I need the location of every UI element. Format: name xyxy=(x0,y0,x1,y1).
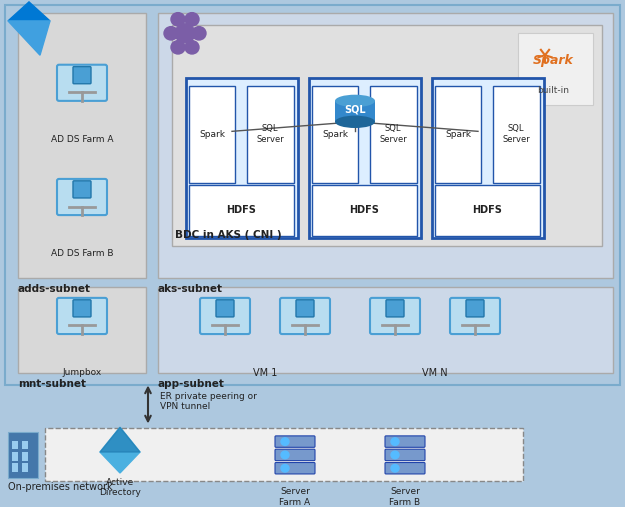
Bar xyxy=(22,441,28,449)
FancyBboxPatch shape xyxy=(466,300,484,317)
Text: adds-subnet: adds-subnet xyxy=(18,283,91,294)
Text: Spark: Spark xyxy=(445,130,471,139)
Text: SQL
Server: SQL Server xyxy=(256,124,284,144)
Text: Active
Directory: Active Directory xyxy=(99,478,141,497)
Bar xyxy=(189,185,294,236)
Bar xyxy=(12,452,18,461)
Circle shape xyxy=(391,464,399,472)
Bar xyxy=(18,13,146,278)
Text: app-subnet: app-subnet xyxy=(158,379,225,389)
Circle shape xyxy=(171,41,185,54)
Text: built-in: built-in xyxy=(537,86,569,95)
Text: VM 1: VM 1 xyxy=(253,368,278,378)
Text: Spark: Spark xyxy=(532,54,574,67)
Text: VM N: VM N xyxy=(422,368,447,378)
Text: Server
Farm A: Server Farm A xyxy=(279,487,311,507)
FancyBboxPatch shape xyxy=(275,436,315,447)
Circle shape xyxy=(281,438,289,445)
Polygon shape xyxy=(100,427,140,452)
Circle shape xyxy=(185,41,199,54)
Text: Spark: Spark xyxy=(322,130,348,139)
Polygon shape xyxy=(8,2,50,21)
Bar xyxy=(518,33,593,104)
FancyBboxPatch shape xyxy=(57,298,107,334)
Polygon shape xyxy=(100,427,140,473)
Text: Spark: Spark xyxy=(199,130,225,139)
Circle shape xyxy=(391,451,399,459)
Bar xyxy=(45,428,523,481)
Circle shape xyxy=(192,27,206,40)
FancyBboxPatch shape xyxy=(385,436,425,447)
FancyBboxPatch shape xyxy=(73,66,91,84)
Bar xyxy=(435,86,481,183)
FancyBboxPatch shape xyxy=(280,298,330,334)
FancyBboxPatch shape xyxy=(73,181,91,198)
FancyBboxPatch shape xyxy=(275,462,315,474)
Text: HDFS: HDFS xyxy=(349,205,379,215)
Bar xyxy=(309,78,421,238)
Bar xyxy=(493,86,540,183)
Bar xyxy=(312,86,358,183)
Bar xyxy=(8,432,38,478)
Circle shape xyxy=(391,438,399,445)
FancyBboxPatch shape xyxy=(73,300,91,317)
FancyBboxPatch shape xyxy=(216,300,234,317)
Text: HDFS: HDFS xyxy=(226,205,256,215)
Ellipse shape xyxy=(335,95,375,107)
Text: On-premises network: On-premises network xyxy=(8,482,112,492)
Text: AD DS Farm B: AD DS Farm B xyxy=(51,249,113,259)
Bar xyxy=(158,287,613,373)
Bar xyxy=(247,86,294,183)
Text: AD DS Farm A: AD DS Farm A xyxy=(51,135,113,144)
FancyBboxPatch shape xyxy=(450,298,500,334)
Text: SQL
Server: SQL Server xyxy=(379,124,407,144)
Bar xyxy=(370,86,417,183)
Bar xyxy=(18,287,146,373)
Text: ER private peering or
VPN tunnel: ER private peering or VPN tunnel xyxy=(160,392,257,411)
Text: SQL
Server: SQL Server xyxy=(502,124,530,144)
Polygon shape xyxy=(8,21,50,55)
Circle shape xyxy=(175,24,195,43)
FancyBboxPatch shape xyxy=(275,449,315,461)
Bar xyxy=(312,185,417,236)
Bar xyxy=(335,101,375,122)
Circle shape xyxy=(164,27,178,40)
Bar xyxy=(189,86,235,183)
Circle shape xyxy=(185,13,199,26)
Bar xyxy=(12,441,18,449)
FancyBboxPatch shape xyxy=(57,179,107,215)
Text: BDC in AKS ( CNI ): BDC in AKS ( CNI ) xyxy=(175,230,282,240)
Circle shape xyxy=(281,451,289,459)
FancyBboxPatch shape xyxy=(57,65,107,101)
Bar xyxy=(5,5,620,385)
Bar xyxy=(22,452,28,461)
Text: HDFS: HDFS xyxy=(472,205,502,215)
Text: SQL: SQL xyxy=(344,104,366,115)
Circle shape xyxy=(281,464,289,472)
Text: aks-subnet: aks-subnet xyxy=(158,283,223,294)
FancyBboxPatch shape xyxy=(370,298,420,334)
FancyBboxPatch shape xyxy=(386,300,404,317)
Text: Server
Farm B: Server Farm B xyxy=(389,487,421,507)
Bar xyxy=(12,463,18,472)
Bar xyxy=(432,78,544,238)
Circle shape xyxy=(171,13,185,26)
Bar xyxy=(22,463,28,472)
FancyBboxPatch shape xyxy=(385,449,425,461)
Ellipse shape xyxy=(335,116,375,128)
Bar xyxy=(435,185,540,236)
FancyBboxPatch shape xyxy=(296,300,314,317)
Bar xyxy=(172,25,602,245)
Text: mnt-subnet: mnt-subnet xyxy=(18,379,86,389)
FancyBboxPatch shape xyxy=(200,298,250,334)
Bar xyxy=(186,78,298,238)
Text: Jumpbox: Jumpbox xyxy=(62,368,102,377)
FancyBboxPatch shape xyxy=(385,462,425,474)
Bar xyxy=(158,13,613,278)
